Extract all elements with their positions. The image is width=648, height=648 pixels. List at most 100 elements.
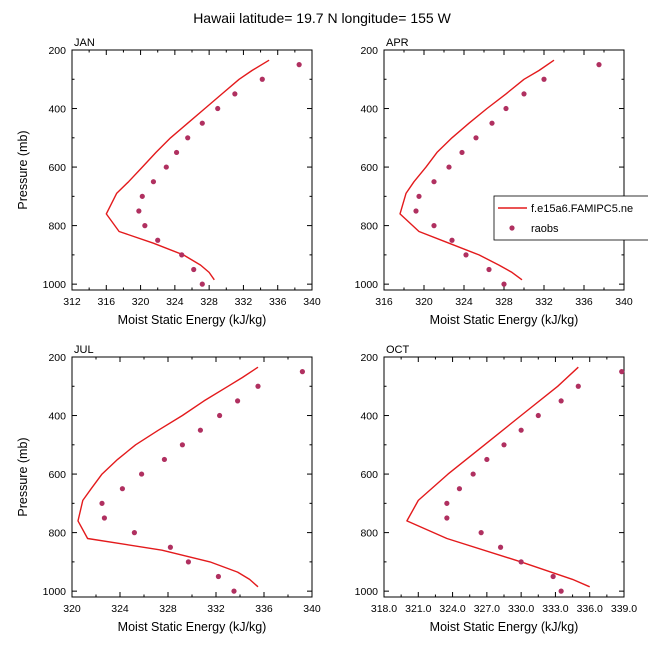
legend-dot-label: raobs [531, 223, 559, 235]
x-tick-label: 312 [63, 296, 81, 308]
legend-dot-swatch [509, 225, 515, 231]
raob-point [416, 193, 422, 199]
model-series-line [77, 366, 259, 588]
raob-point [155, 237, 161, 243]
x-tick-label: 324 [166, 296, 184, 308]
chart-panel-oct: OCT 318.0 321.0 324.0 327.0 330.0 333.0 336.0 33… [355, 344, 638, 634]
raob-point [470, 471, 476, 477]
y-tick-label: 600 [48, 469, 66, 481]
y-tick-label: 200 [48, 45, 66, 57]
raob-point [431, 223, 437, 229]
raob-point [185, 559, 191, 565]
y-tick-label: 200 [48, 352, 66, 364]
x-tick-label: 333.0 [542, 603, 568, 615]
x-tick-label: 324.0 [439, 603, 465, 615]
x-tick-label: 328 [200, 296, 218, 308]
raob-point [456, 486, 463, 492]
x-tick-label: 320 [415, 296, 433, 308]
raob-point [473, 135, 479, 141]
raob-point [486, 266, 492, 273]
raob-point [446, 164, 452, 170]
raob-point [497, 544, 504, 550]
x-axis-label: Moist Static Energy (kJ/kg) [430, 313, 579, 327]
y-axis-label: Pressure (mb) [16, 437, 30, 516]
raob-point [199, 120, 205, 126]
x-tick-label: 327.0 [474, 603, 500, 615]
raob-point [179, 252, 185, 258]
y-tick-label: 1000 [355, 279, 379, 291]
x-tick-label: 316 [375, 296, 393, 308]
raob-point [518, 559, 524, 565]
raob-point [463, 252, 469, 258]
plot-frame [71, 356, 313, 598]
x-tick-label: 316 [98, 296, 116, 308]
panel-label: OCT [386, 344, 410, 356]
panel-label: JUL [74, 344, 94, 356]
y-tick-label: 200 [360, 352, 378, 364]
model-series-line [105, 59, 270, 281]
x-tick-label: 340 [303, 296, 321, 308]
legend: f.e15a6.FAMIPC5.ne raobs [493, 195, 648, 241]
raob-point [215, 573, 221, 580]
x-axis-label: Moist Static Energy (kJ/kg) [118, 620, 267, 634]
y-tick-label: 800 [360, 528, 378, 540]
raob-point [139, 193, 145, 199]
raob-point [518, 427, 524, 433]
raob-point [449, 237, 455, 243]
raob-point [575, 383, 581, 389]
chart-panel-jul: JUL 320 324 328 332 336 340 200 400 600 800 1000 Moi… [16, 344, 321, 634]
raob-point [101, 515, 107, 521]
model-series-line [399, 59, 555, 281]
x-tick-label: 332 [235, 296, 253, 308]
x-tick-label: 320 [63, 603, 81, 615]
raob-point [150, 179, 157, 185]
raob-point [541, 76, 547, 82]
raob-point [521, 91, 527, 97]
raob-point [478, 530, 484, 536]
raob-point [191, 266, 197, 273]
panel-label: APR [386, 37, 409, 49]
raob-point [431, 179, 437, 185]
raob-point [296, 62, 302, 68]
y-tick-label: 600 [360, 162, 378, 174]
raob-point [231, 588, 237, 594]
raob-point [163, 164, 169, 170]
plot-frame [383, 49, 625, 291]
raob-point [558, 588, 564, 594]
raob-point [167, 544, 173, 550]
raob-point [501, 442, 507, 448]
x-tick-label: 336 [269, 296, 287, 308]
y-tick-label: 400 [360, 104, 378, 116]
raob-point [232, 91, 238, 97]
raob-point [550, 573, 556, 580]
model-series-line [406, 366, 590, 588]
plot-frame [383, 356, 625, 598]
raob-point [413, 208, 419, 214]
legend-line-label: f.e15a6.FAMIPC5.ne [531, 203, 633, 215]
panels: JAN 312 316 320 324 328 332 336 340 200 400 600 800 1… [16, 37, 648, 634]
raob-point [255, 383, 261, 389]
x-tick-label: 324 [455, 296, 473, 308]
x-tick-label: 336.0 [577, 603, 603, 615]
y-tick-label: 1000 [355, 586, 379, 598]
raob-point [619, 369, 625, 375]
raob-point [484, 456, 490, 463]
x-axis-label: Moist Static Energy (kJ/kg) [430, 620, 579, 634]
raob-point [444, 500, 450, 506]
raob-point [217, 412, 223, 419]
x-tick-label: 332 [207, 603, 225, 615]
raob-point [215, 105, 221, 112]
y-tick-label: 600 [48, 162, 66, 174]
raob-point [173, 149, 180, 156]
x-tick-label: 324 [111, 603, 129, 615]
y-tick-label: 400 [48, 104, 66, 116]
raob-point [161, 456, 167, 463]
raob-point [503, 105, 509, 112]
raob-point [185, 135, 191, 141]
figure-title: Hawaii latitude= 19.7 N longitude= 155 W [193, 10, 451, 26]
raob-point [131, 530, 137, 536]
raob-point [444, 515, 450, 521]
raob-point [558, 398, 564, 404]
y-tick-label: 1000 [43, 586, 67, 598]
